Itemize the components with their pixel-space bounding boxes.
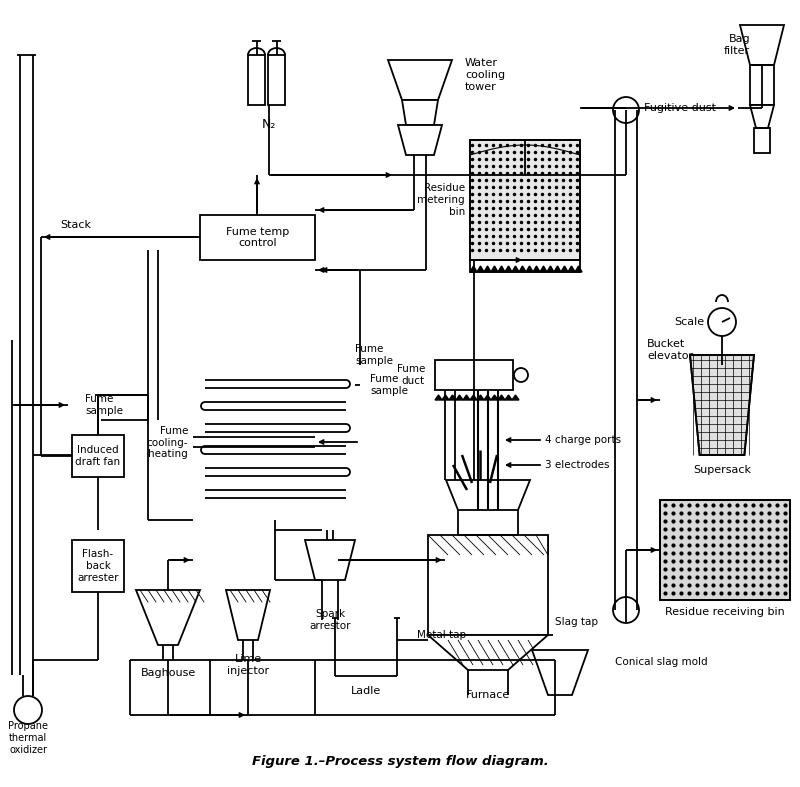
Text: Scale: Scale (674, 317, 704, 327)
Text: Furnace: Furnace (466, 690, 510, 700)
Polygon shape (561, 266, 568, 272)
Polygon shape (470, 395, 477, 400)
Polygon shape (388, 60, 452, 100)
Polygon shape (498, 395, 505, 400)
Bar (72, 435, 124, 477)
Polygon shape (477, 266, 484, 272)
Text: 3 electrodes: 3 electrodes (545, 460, 610, 470)
Polygon shape (568, 266, 575, 272)
Polygon shape (463, 395, 470, 400)
Polygon shape (402, 100, 438, 125)
Polygon shape (505, 266, 512, 272)
Bar (754, 128, 770, 153)
Text: Stack: Stack (60, 220, 91, 230)
Bar (750, 65, 774, 105)
Polygon shape (305, 540, 355, 580)
Polygon shape (512, 395, 519, 400)
Bar (660, 500, 790, 600)
Text: Fugitive dust: Fugitive dust (644, 103, 716, 113)
Polygon shape (470, 266, 477, 272)
Text: Figure 1.–Process system flow diagram.: Figure 1.–Process system flow diagram. (252, 756, 548, 768)
Text: Baghouse: Baghouse (140, 668, 196, 678)
Text: Bag
filter: Bag filter (724, 34, 750, 56)
Polygon shape (505, 395, 512, 400)
Text: Bucket
elevator: Bucket elevator (647, 339, 693, 360)
Bar (470, 140, 580, 260)
Text: Flash-
back
arrester: Flash- back arrester (78, 549, 118, 582)
Bar (72, 540, 124, 592)
Polygon shape (491, 395, 498, 400)
Text: Fume
sample: Fume sample (85, 394, 123, 416)
Polygon shape (484, 266, 491, 272)
Polygon shape (442, 395, 449, 400)
Text: Propane
thermal
oxidizer: Propane thermal oxidizer (8, 722, 48, 755)
Polygon shape (547, 266, 554, 272)
Bar (200, 215, 315, 260)
Polygon shape (750, 105, 774, 128)
Polygon shape (690, 355, 754, 455)
Polygon shape (498, 266, 505, 272)
Text: Supersack: Supersack (693, 465, 751, 475)
Text: 4 charge ports: 4 charge ports (545, 435, 621, 445)
Text: Fume temp
control: Fume temp control (226, 227, 289, 249)
Bar (435, 360, 513, 390)
Text: Residue receiving bin: Residue receiving bin (665, 607, 785, 617)
Polygon shape (532, 650, 588, 695)
Polygon shape (519, 266, 526, 272)
Polygon shape (449, 395, 456, 400)
Text: Fume
cooling-
heating: Fume cooling- heating (146, 426, 188, 459)
Bar (470, 260, 580, 272)
Text: Slag tap: Slag tap (555, 617, 598, 627)
Bar (248, 55, 265, 105)
Bar (428, 535, 548, 635)
Text: N₂: N₂ (262, 119, 276, 131)
Polygon shape (484, 395, 491, 400)
Text: Fume
sample: Fume sample (355, 344, 393, 366)
Polygon shape (491, 266, 498, 272)
Polygon shape (446, 480, 530, 510)
Text: Fume
duct: Fume duct (397, 364, 425, 386)
Text: Fume
sample: Fume sample (370, 374, 408, 396)
Polygon shape (136, 590, 200, 645)
Polygon shape (398, 125, 442, 155)
Bar (268, 55, 285, 105)
Text: Induced
draft fan: Induced draft fan (75, 445, 121, 467)
Text: Lime
injector: Lime injector (227, 654, 269, 676)
Text: Residue
metering
bin: Residue metering bin (418, 183, 465, 216)
Polygon shape (575, 266, 582, 272)
Text: Water
cooling
tower: Water cooling tower (465, 58, 505, 91)
Polygon shape (435, 395, 442, 400)
Text: Ladle: Ladle (351, 686, 381, 696)
Polygon shape (526, 266, 533, 272)
Polygon shape (226, 590, 270, 640)
Polygon shape (512, 266, 519, 272)
Text: Conical slag mold: Conical slag mold (615, 657, 708, 667)
Bar (470, 140, 580, 260)
Polygon shape (477, 395, 484, 400)
Polygon shape (540, 266, 547, 272)
Polygon shape (428, 635, 548, 670)
Text: Spark
arrestor: Spark arrestor (310, 609, 350, 631)
Bar (660, 500, 790, 600)
Polygon shape (533, 266, 540, 272)
Polygon shape (740, 25, 784, 65)
Polygon shape (456, 395, 463, 400)
Text: Metal tap: Metal tap (417, 630, 466, 640)
Polygon shape (554, 266, 561, 272)
